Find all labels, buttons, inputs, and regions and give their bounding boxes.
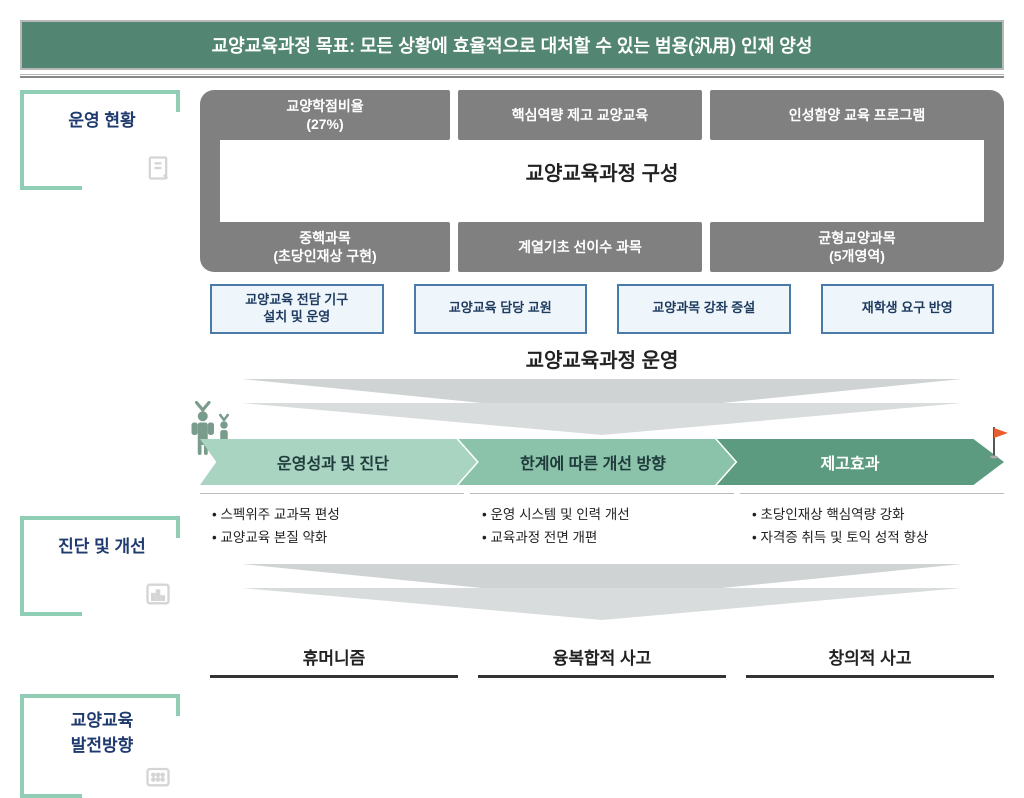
grey-cell-bot-3: 균형교양과목(5개영역): [710, 222, 1004, 272]
grey-cell-top-1: 교양학점비율(27%): [200, 90, 450, 140]
side-label: 진단 및 개선: [58, 537, 146, 556]
detail-row: • 스펙위주 교과목 편성 • 교양교육 본질 약화 • 운영 시스템 및 인력…: [200, 493, 1004, 560]
bottom-cell-2: 융복합적 사고: [478, 630, 726, 678]
side-box-direction: 교양교육 발전방향: [20, 694, 180, 794]
chevron-1: [222, 379, 982, 435]
content-area: 교양학점비율(27%) 핵심역량 제고 교양교육 인성함양 교육 프로그램 교양…: [200, 90, 1004, 794]
header-banner: 교양교육과정 목표: 모든 상황에 효율적으로 대처할 수 있는 범용(汎用) …: [20, 20, 1004, 70]
operation-subtitle: 교양교육과정 운영: [200, 344, 1004, 373]
detail-cell-3: • 초당인재상 핵심역량 강화 • 자격증 취득 및 토익 성적 향상: [740, 493, 1004, 560]
arrow-seg-3: 제고효과: [720, 439, 980, 485]
bottom-row: 휴머니즘 융복합적 사고 창의적 사고: [200, 630, 1004, 678]
detail-cell-2: • 운영 시스템 및 인력 개선 • 교육과정 전면 개편: [470, 493, 734, 560]
blue-box-row: 교양교육 전담 기구설치 및 운영 교양교육 담당 교원 교양과목 강좌 증설 …: [210, 284, 994, 334]
grey-frame-title: 교양교육과정 구성: [200, 145, 1004, 198]
side-box-status: 운영 현황: [20, 90, 180, 186]
side-label-l1: 교양교육: [71, 711, 134, 730]
arrow-seg-2: 한계에 따른 개선 방향: [460, 439, 726, 485]
bottom-cell-1: 휴머니즘: [210, 630, 458, 678]
detail-cell-1: • 스펙위주 교과목 편성 • 교양교육 본질 약화: [200, 493, 464, 560]
arrow-row: 운영성과 및 진단 한계에 따른 개선 방향 제고효과: [200, 439, 1004, 485]
grid-icon: [144, 762, 172, 790]
blue-box-3: 교양과목 강좌 증설: [617, 284, 791, 334]
blue-box-2: 교양교육 담당 교원: [414, 284, 588, 334]
bottom-cell-3: 창의적 사고: [746, 630, 994, 678]
side-box-diagnosis: 진단 및 개선: [20, 516, 180, 612]
grey-cell-top-3: 인성함양 교육 프로그램: [710, 90, 1004, 140]
grey-cell-bot-1: 중핵과목(초당인재상 구현): [200, 222, 450, 272]
header-title: 교양교육과정 목표: 모든 상황에 효율적으로 대처할 수 있는 범용(汎用) …: [212, 36, 813, 56]
side-label-l2: 발전방향: [71, 736, 134, 755]
grey-cell-bot-2: 계열기초 선이수 과목: [458, 222, 702, 272]
left-sidebar: 운영 현황 진단 및 개선: [20, 90, 180, 794]
grey-cell-top-2: 핵심역량 제고 교양교육: [458, 90, 702, 140]
grey-frame: 교양학점비율(27%) 핵심역량 제고 교양교육 인성함양 교육 프로그램 교양…: [200, 90, 1004, 272]
chevron-2: [222, 564, 982, 620]
document-icon: [144, 154, 172, 182]
flag-icon: [990, 425, 1010, 464]
arrow-seg-1: 운영성과 및 진단: [200, 439, 466, 485]
chart-icon: [144, 580, 172, 608]
side-label: 운영 현황: [68, 111, 135, 130]
blue-box-4: 재학생 요구 반영: [821, 284, 995, 334]
blue-box-1: 교양교육 전담 기구설치 및 운영: [210, 284, 384, 334]
